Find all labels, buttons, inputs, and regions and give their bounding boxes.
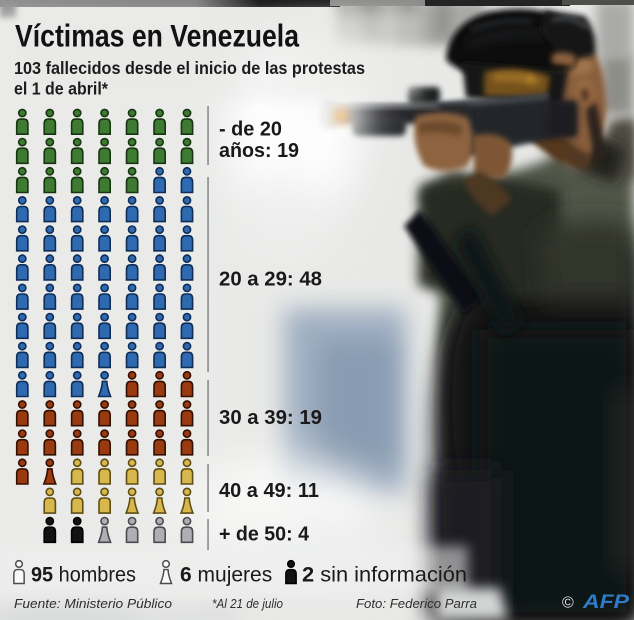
svg-text:+ de 50: 4: + de 50: 4 — [219, 523, 310, 546]
svg-text:2 sin información: 2 sin información — [302, 564, 467, 587]
svg-text:40 a 49: 11: 40 a 49: 11 — [219, 479, 319, 502]
svg-text:6 mujeres: 6 mujeres — [180, 564, 272, 587]
svg-text:Foto: Federico Parra: Foto: Federico Parra — [356, 597, 477, 611]
svg-text:años: 19: años: 19 — [219, 139, 299, 162]
svg-text:el 1 de abril*: el 1 de abril* — [14, 78, 108, 98]
svg-text:103 fallecidos desde el inicio: 103 fallecidos desde el inicio de las pr… — [14, 58, 365, 78]
svg-text:Fuente: Ministerio Público: Fuente: Ministerio Público — [14, 597, 172, 611]
svg-text:20 a 29: 48: 20 a 29: 48 — [219, 268, 322, 291]
svg-text:*Al 21 de julio: *Al 21 de julio — [212, 597, 283, 611]
svg-text:30 a 39: 19: 30 a 39: 19 — [219, 406, 322, 429]
svg-text:- de 20: - de 20 — [219, 118, 282, 141]
svg-text:95 hombres: 95 hombres — [31, 564, 136, 587]
svg-text:AFP: AFP — [582, 591, 630, 613]
svg-text:©: © — [562, 595, 574, 612]
svg-text:Víctimas en Venezuela: Víctimas en Venezuela — [15, 18, 299, 54]
